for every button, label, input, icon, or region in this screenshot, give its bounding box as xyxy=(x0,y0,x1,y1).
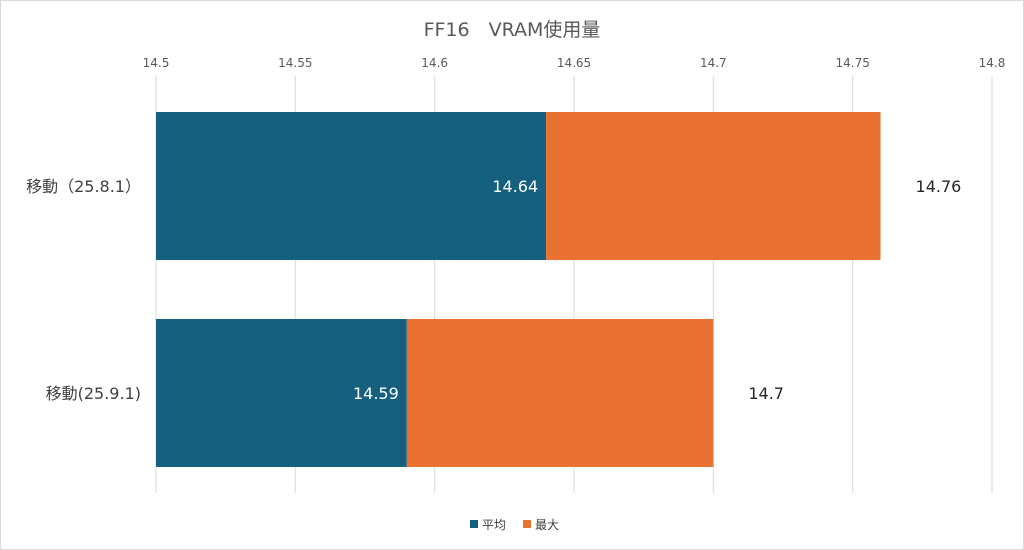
data-label-maximum: 14.76 xyxy=(916,177,962,196)
data-label-maximum: 14.7 xyxy=(748,384,784,403)
bar-maximum xyxy=(406,319,714,467)
category-label: 移動(25.9.1) xyxy=(46,384,141,403)
category-labels: 移動（25.8.1） 移動(25.9.1) xyxy=(26,177,141,403)
x-tick-label: 14.55 xyxy=(278,56,312,70)
x-tick-label: 14.6 xyxy=(421,56,448,70)
bar-maximum xyxy=(546,112,881,260)
data-label-average: 14.59 xyxy=(353,384,399,403)
legend-label-average: 平均 xyxy=(482,518,506,532)
x-tick-label: 14.8 xyxy=(979,56,1006,70)
x-axis-ticks: 14.5 14.55 14.6 14.65 14.7 14.75 14.8 xyxy=(143,56,1006,70)
bar-average xyxy=(156,112,547,260)
legend: 平均 最大 xyxy=(470,518,559,532)
legend-swatch-average xyxy=(470,520,478,528)
category-label: 移動（25.8.1） xyxy=(26,177,141,196)
x-tick-label: 14.65 xyxy=(557,56,591,70)
x-tick-label: 14.5 xyxy=(143,56,170,70)
legend-swatch-maximum xyxy=(523,520,531,528)
bar-average xyxy=(156,319,407,467)
chart-title: FF16 VRAM使用量 xyxy=(424,19,601,41)
x-tick-label: 14.7 xyxy=(700,56,727,70)
legend-label-maximum: 最大 xyxy=(535,518,559,532)
data-labels: 14.64 14.76 14.59 14.7 xyxy=(353,177,961,403)
bars xyxy=(156,112,881,467)
x-tick-label: 14.75 xyxy=(835,56,869,70)
data-label-average: 14.64 xyxy=(492,177,538,196)
